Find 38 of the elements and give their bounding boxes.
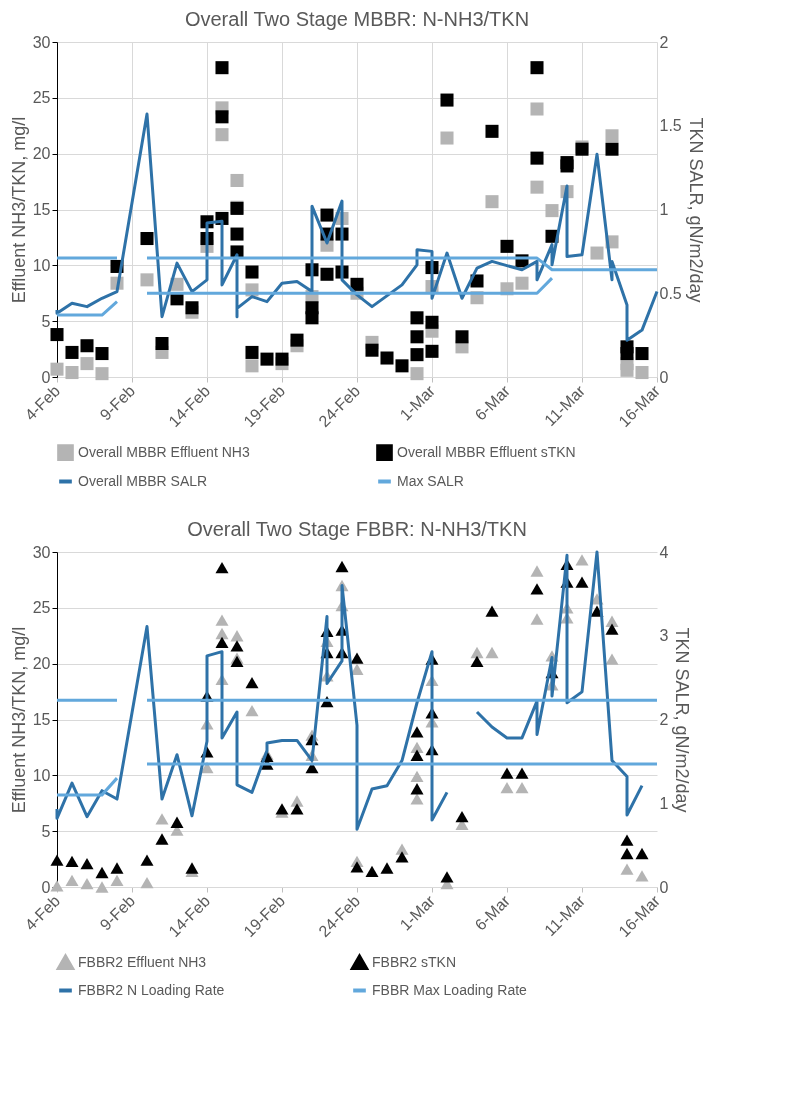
y-tick-label: 0 (41, 878, 51, 896)
y-tick-label: 5 (41, 822, 51, 840)
y2-tick-label: 4 (659, 543, 669, 561)
legend-label: FBBR2 N Loading Rate (78, 981, 225, 998)
y-tick-label: 15 (32, 201, 51, 218)
legend-label: FBBR2 Effluent NH3 (78, 953, 207, 970)
y-axis-title: Effluent NH3/TKN, mg/l (8, 116, 29, 304)
y-tick-label: 25 (32, 89, 51, 107)
y2-tick-label: 1 (659, 201, 669, 218)
y2-tick-label: 1 (659, 794, 669, 812)
y-tick-label: 30 (32, 543, 51, 561)
legend-label: Max SALR (397, 472, 464, 489)
y-tick-label: 30 (32, 33, 51, 51)
y2-tick-label: 0 (659, 368, 669, 386)
y-tick-label: 20 (32, 145, 51, 163)
y2-tick-label: 1.5 (659, 117, 682, 135)
y2-tick-label: 0.5 (659, 284, 682, 302)
chart-title: Overall Two Stage FBBR: N-NH3/TKN (187, 518, 527, 540)
chart-title: Overall Two Stage MBBR: N-NH3/TKN (184, 8, 530, 30)
y-axis-title: Effluent NH3/TKN, mg/l (8, 626, 29, 814)
y2-tick-label: 2 (659, 33, 669, 51)
y-tick-label: 15 (32, 711, 51, 728)
y-tick-label: 0 (41, 368, 51, 386)
y2-tick-label: 3 (659, 627, 669, 645)
y2-tick-label: 2 (659, 711, 669, 728)
y-tick-label: 25 (32, 599, 51, 617)
y-tick-label: 10 (32, 256, 51, 274)
legend-label: Overall MBBR Effluent sTKN (397, 443, 576, 460)
legend-label: FBBR Max Loading Rate (372, 981, 528, 998)
legend-label: Overall MBBR Effluent NH3 (78, 443, 250, 460)
y2-axis-title: TKN SALR, gN/m2/day (685, 117, 706, 303)
legend-label: Overall MBBR SALR (78, 472, 208, 489)
y-tick-label: 20 (32, 655, 51, 673)
y2-tick-label: 0 (659, 878, 669, 896)
y-tick-label: 5 (41, 312, 51, 330)
y-tick-label: 10 (32, 766, 51, 784)
y2-axis-title: TKN SALR, gN/m2/day (672, 627, 693, 813)
legend-label: FBBR2 sTKN (372, 953, 457, 970)
